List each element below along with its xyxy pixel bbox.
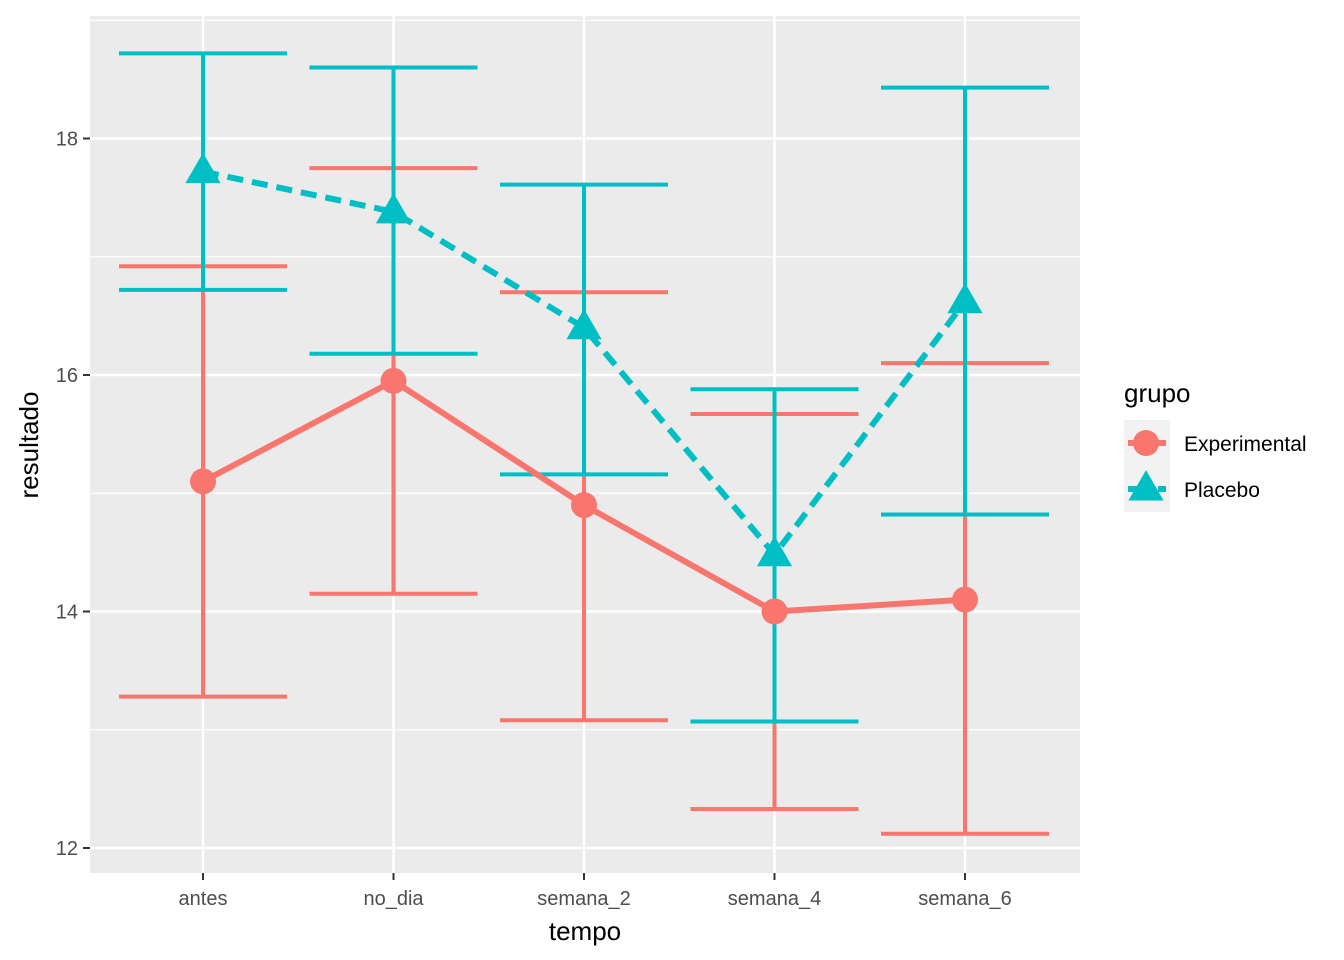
data-point-placebo (947, 282, 983, 314)
data-point-experimental (952, 586, 978, 613)
x-axis: antes no_dia semana_2 semana_4 semana_6 (179, 873, 1012, 910)
data-point-placebo (375, 192, 412, 224)
data-point-experimental (571, 492, 597, 519)
x-tick-label: antes (179, 888, 228, 910)
x-axis-title: tempo (549, 916, 621, 946)
legend-title: grupo (1124, 378, 1191, 408)
x-tick-label: semana_2 (537, 888, 630, 910)
legend-label-experimental: Experimental (1184, 433, 1307, 456)
y-axis-title: resultado (14, 392, 44, 499)
data-point-experimental (380, 367, 407, 394)
x-tick-label: semana_4 (728, 888, 821, 910)
legend-marker-placebo (1128, 470, 1164, 501)
legend-items: Experimental Placebo (1124, 420, 1307, 512)
x-tick-label: no_dia (363, 888, 424, 910)
x-tick-label: semana_6 (918, 888, 1011, 910)
y-tick-label: 16 (56, 365, 78, 387)
data-point-placebo (756, 535, 793, 567)
y-tick-label: 12 (56, 838, 78, 860)
legend-label-placebo: Placebo (1184, 479, 1260, 502)
series-line-placebo (202, 168, 968, 558)
data-point-experimental (761, 598, 788, 625)
series-points (185, 152, 983, 625)
data-point-experimental (190, 468, 216, 495)
y-tick-label: 18 (56, 129, 78, 151)
data-point-placebo (185, 152, 221, 184)
y-axis: 12 14 16 18 (56, 129, 90, 860)
legend: grupo Experimental Placebo (1124, 378, 1307, 512)
data-point-placebo (566, 308, 602, 340)
y-tick-label: 14 (56, 602, 78, 624)
legend-marker-experimental (1133, 430, 1159, 456)
